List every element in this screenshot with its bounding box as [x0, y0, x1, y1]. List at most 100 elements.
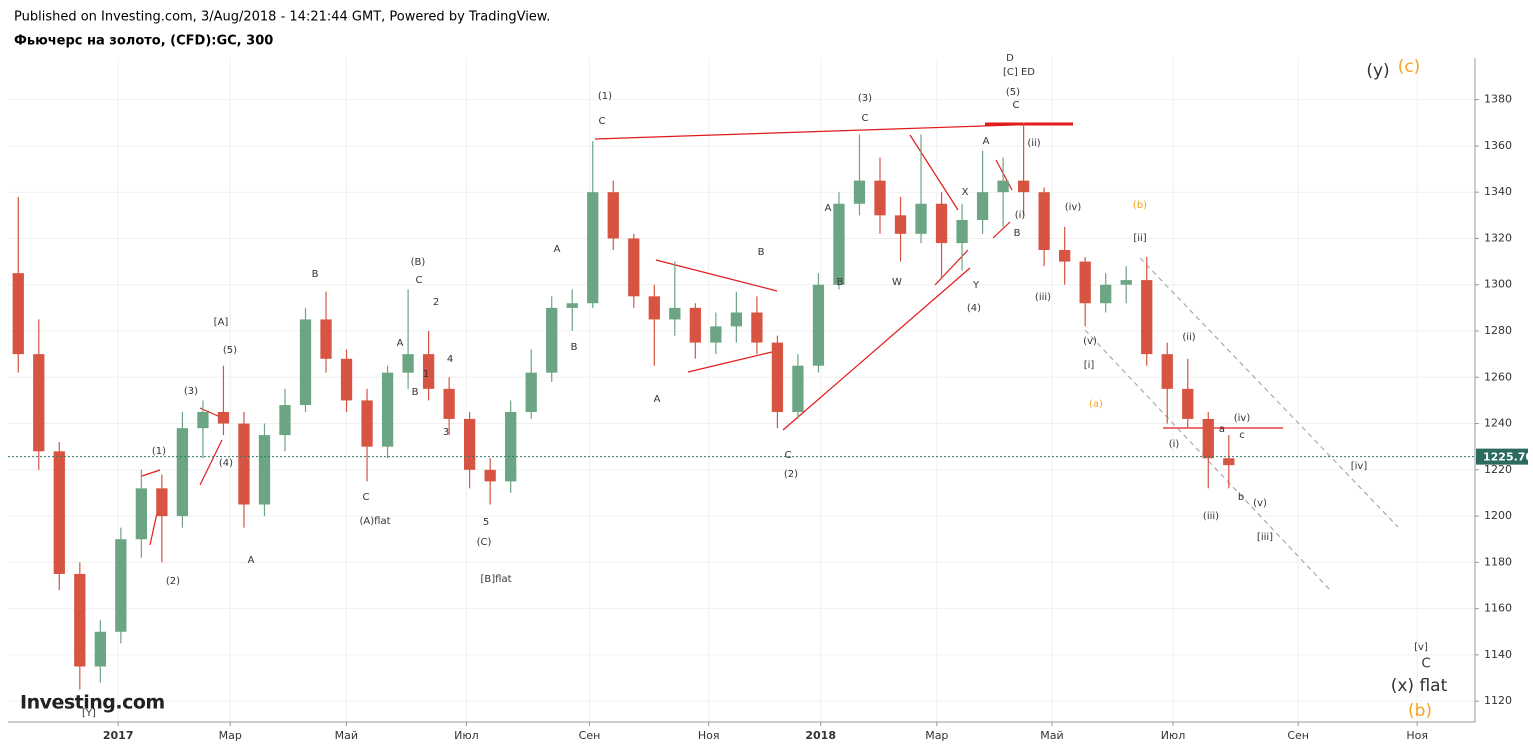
candle-body [1223, 458, 1235, 466]
wave-label: b [1238, 492, 1244, 503]
trend-line [141, 469, 161, 477]
wave-label: (C) [477, 537, 492, 548]
channel-line [1084, 329, 1331, 591]
candle-body [833, 203, 845, 285]
wave-label: (B) [411, 257, 426, 268]
candle-body [197, 411, 209, 429]
x-tick-label: 2018 [805, 729, 836, 742]
candle-body [525, 372, 537, 412]
candle-body [1079, 261, 1091, 304]
wave-label: 4 [447, 354, 453, 365]
trend-line [995, 159, 1013, 191]
wave-label: (iii) [1203, 511, 1219, 522]
wave-label: (4) [219, 458, 233, 469]
y-tick-label: 1160 [1484, 602, 1512, 615]
wave-label: (3) [858, 93, 872, 104]
wave-label: (x) flat [1391, 676, 1448, 696]
y-tick-label: 1300 [1484, 278, 1512, 291]
y-tick-label: 1360 [1484, 139, 1512, 152]
wave-label: A [825, 203, 832, 214]
candle-body [1141, 280, 1153, 355]
candle-body [894, 215, 907, 234]
y-tick-label: 1280 [1484, 324, 1512, 337]
candles: 1225.70 [8, 122, 1533, 690]
wave-label: C [363, 492, 370, 503]
wave-label: [ii] [1133, 233, 1146, 244]
wave-label: D [1006, 53, 1014, 64]
candle-body [771, 342, 784, 412]
candle-body [135, 488, 148, 540]
wave-label: A [983, 136, 990, 147]
wave-label: [i] [1084, 360, 1095, 371]
wave-label: B [1014, 228, 1021, 239]
candle-body [853, 180, 866, 204]
y-tick-label: 1260 [1484, 370, 1512, 383]
wave-label: C [1421, 657, 1430, 672]
grid: 1120 1140 1160 1180 1200 1220 1240 1260 1280 1300… [8, 58, 1512, 742]
x-tick-label: Сен [579, 729, 601, 742]
trend-line [992, 221, 1011, 239]
logo: Investing.com [20, 692, 165, 714]
candle-body [648, 296, 660, 320]
wave-label: (1) [598, 91, 612, 102]
wave-label: (5) [1006, 87, 1020, 98]
trend-lines [141, 122, 1399, 591]
candle-body [710, 326, 722, 343]
candle-body [587, 192, 599, 304]
wave-label: C [785, 450, 792, 461]
candle-body [422, 354, 435, 389]
candle-body [812, 284, 825, 366]
y-tick-label: 1340 [1484, 185, 1512, 198]
candle-body [997, 180, 1009, 193]
wave-label: C [416, 275, 423, 286]
wave-label: c [1239, 430, 1245, 441]
annotations: (1)(2)(3)(4)(5)[A]ABC(A)flat(B)C2A1B435(… [82, 53, 1448, 721]
x-tick-label: Июл [454, 729, 479, 742]
wave-label: B [837, 277, 844, 288]
candle-body [279, 405, 291, 436]
candle-body [53, 451, 65, 574]
y-tick-label: 1200 [1484, 509, 1512, 522]
wave-label: C [1013, 100, 1020, 111]
trend-line [655, 259, 778, 292]
candle-body [402, 354, 414, 373]
candle-body [258, 435, 271, 505]
wave-label: (iv) [1065, 202, 1082, 213]
candle-body [1100, 284, 1112, 304]
candle-body [730, 312, 743, 327]
symbol-title: Фьючерс на золото, (CFD):GC, 300 [14, 34, 273, 49]
candle-body [74, 573, 86, 667]
wave-label: (i) [1015, 210, 1026, 221]
wave-label: (ii) [1182, 332, 1195, 343]
wave-label: W [892, 277, 902, 288]
x-tick-label: Май [335, 729, 358, 742]
wave-label: [A] [214, 317, 229, 328]
x-tick-label: Ноя [698, 729, 720, 742]
candle-body [874, 180, 886, 216]
candle-body [1161, 354, 1173, 389]
candle-body [299, 319, 312, 406]
y-tick-label: 1140 [1484, 648, 1512, 661]
wave-label: X [962, 187, 969, 198]
x-tick-label: Сен [1287, 729, 1309, 742]
wave-label: (3) [184, 386, 198, 397]
candle-body [1202, 418, 1214, 459]
x-tick-label: 2017 [103, 729, 134, 742]
wave-label: (1) [152, 446, 166, 457]
wave-label: (i) [1169, 439, 1180, 450]
candle-body [607, 192, 619, 239]
candle-body [976, 192, 989, 220]
y-tick-label: 1180 [1484, 555, 1512, 568]
wave-label: B [758, 247, 765, 258]
candle-body [361, 400, 373, 447]
x-tick-label: Май [1040, 729, 1063, 742]
wave-label: A [654, 394, 661, 405]
candle-body [94, 631, 106, 667]
wave-label: (v) [1083, 336, 1097, 347]
wave-label: (iv) [1234, 413, 1251, 424]
x-tick-label: Июл [1161, 729, 1186, 742]
candle-body [566, 303, 578, 308]
wave-label: (4) [967, 303, 981, 314]
wave-label: B [571, 342, 578, 353]
